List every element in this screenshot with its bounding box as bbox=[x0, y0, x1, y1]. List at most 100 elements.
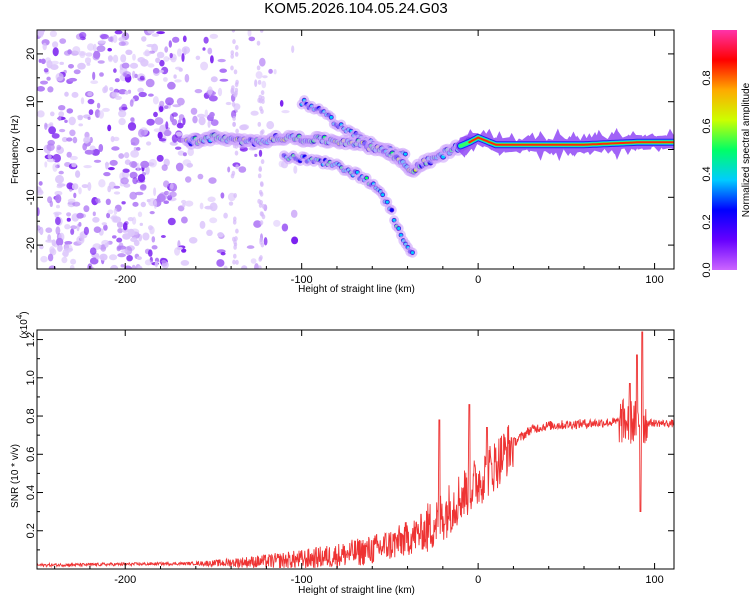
spectrogram-noise-cell bbox=[259, 57, 266, 67]
spectrogram-noise-cell bbox=[165, 97, 174, 106]
spectrogram-noise-cell bbox=[55, 72, 64, 82]
spectrogram-noise-cell bbox=[124, 159, 131, 165]
spectrogram-noise-cell bbox=[159, 69, 164, 73]
spectrogram-noise-cell bbox=[69, 264, 75, 269]
spectrogram-noise-cell bbox=[144, 259, 152, 266]
spectrogram-y-tick-label: 20 bbox=[25, 48, 37, 60]
spectrogram-noise-cell bbox=[58, 116, 62, 121]
spectrogram-noise-cell bbox=[101, 222, 108, 226]
spectrogram-noise-cell bbox=[77, 115, 83, 121]
spectrogram-noise-cell bbox=[130, 150, 140, 158]
spectrogram-noise-cell bbox=[121, 106, 128, 110]
spectrogram-noise-cell bbox=[73, 69, 81, 75]
spectrogram-noise-cell bbox=[59, 61, 64, 65]
spectrogram-noise-cell bbox=[250, 110, 259, 116]
spectrogram-noise-cell bbox=[50, 64, 59, 70]
spectrogram-noise-cell bbox=[234, 150, 239, 156]
snr-y-tick-label: 0.8 bbox=[25, 408, 37, 423]
spectrogram-noise-cell bbox=[111, 146, 120, 151]
spectrogram-peak-cell bbox=[329, 115, 333, 119]
spectrogram-noise-cell bbox=[100, 34, 109, 40]
spectrogram-noise-cell bbox=[230, 50, 235, 56]
spectrogram-noise-cell bbox=[130, 117, 135, 122]
spectrogram-noise-cell bbox=[259, 255, 263, 261]
spectrogram-noise-cell bbox=[61, 256, 68, 264]
spectrogram-noise-cell bbox=[75, 170, 81, 178]
spectrogram-noise-cell bbox=[96, 102, 101, 109]
spectrogram-noise-cell bbox=[233, 244, 237, 250]
spectrogram-noise-cell bbox=[129, 171, 138, 179]
spectrogram-noise-cell bbox=[64, 119, 68, 124]
spectrogram-noise-cell bbox=[55, 194, 62, 204]
spectrogram-noise-cell bbox=[230, 53, 234, 59]
spectrogram-noise-cell bbox=[113, 208, 118, 215]
spectrogram-noise-cell bbox=[93, 226, 102, 233]
spectrogram-noise-cell bbox=[182, 117, 186, 126]
spectrogram-noise-cell bbox=[61, 136, 68, 143]
spectrogram-noise-cell bbox=[125, 49, 133, 55]
spectrogram-noise-cell bbox=[118, 41, 126, 46]
spectrogram-noise-cell bbox=[169, 141, 178, 146]
spectrogram-noise-cell bbox=[131, 264, 136, 269]
spectrogram-noise-cell bbox=[232, 122, 236, 127]
spectrogram-noise-cell bbox=[96, 45, 106, 52]
spectrogram-noise-cell bbox=[114, 30, 123, 35]
spectrogram-noise-cell bbox=[71, 183, 79, 190]
spectrogram-noise-cell bbox=[290, 209, 298, 218]
spectrogram-noise-cell bbox=[188, 237, 198, 244]
spectrogram-noise-cell bbox=[135, 147, 141, 151]
spectrogram-noise-cell bbox=[204, 205, 213, 210]
spectrogram-noise-cell bbox=[120, 177, 129, 185]
spectrogram-noise-cell bbox=[200, 61, 209, 71]
spectrogram-noise-cell bbox=[241, 265, 248, 269]
spectrogram-noise-cell bbox=[268, 68, 273, 74]
spectrogram-peak-cell bbox=[390, 208, 394, 212]
spectrogram-noise-cell bbox=[158, 105, 164, 113]
spectrogram-peak-cell bbox=[365, 176, 369, 180]
spectrogram-noise-cell bbox=[124, 90, 129, 95]
spectrogram-noise-cell bbox=[164, 105, 169, 109]
spectrogram-noise-cell bbox=[116, 221, 123, 228]
spectrogram-noise-cell bbox=[72, 46, 81, 54]
spectrogram-noise-cell bbox=[254, 79, 258, 87]
spectrogram-noise-cell bbox=[38, 189, 43, 194]
spectrogram-noise-cell bbox=[233, 193, 237, 198]
spectrogram-noise-cell bbox=[256, 65, 261, 71]
spectrogram-noise-cell bbox=[49, 30, 58, 37]
spectrogram-noise-cell bbox=[37, 207, 40, 217]
spectrogram-noise-cell bbox=[248, 36, 256, 42]
colorbar-tick-label: 0.4 bbox=[701, 166, 713, 181]
spectrogram-noise-cell bbox=[259, 106, 263, 112]
spectrogram-noise-cell bbox=[53, 211, 62, 216]
spectrogram-noise-cell bbox=[84, 149, 94, 155]
snr-x-tick-label: 100 bbox=[645, 574, 663, 586]
spectrogram-noise-cell bbox=[146, 118, 155, 126]
spectrogram-noise-cell bbox=[112, 54, 119, 64]
spectrogram-noise-cell bbox=[77, 62, 86, 70]
spectrogram-noise-cell bbox=[70, 258, 77, 265]
spectrogram-noise-cell bbox=[281, 110, 290, 114]
spectrogram-noise-cell bbox=[117, 253, 126, 258]
spectrogram-noise-cell bbox=[123, 183, 131, 188]
spectrogram-noise-cell bbox=[175, 162, 184, 172]
snr-panel: -200 -100 0 100 0.2 0.4 0.6 0.8 1.0 1.2 Height of… bbox=[10, 311, 675, 596]
spectrogram-noise-cell bbox=[132, 201, 139, 207]
spectrogram-noise-cell bbox=[228, 201, 234, 206]
spectrogram-noise-cell bbox=[78, 123, 83, 127]
spectrogram-noise-cell bbox=[246, 245, 255, 249]
colorbar-tick-label: 0.2 bbox=[701, 214, 713, 229]
spectrogram-noise-cell bbox=[235, 259, 239, 265]
spectrogram-peak-cell bbox=[392, 218, 396, 222]
spectrogram-noise-cell bbox=[261, 129, 265, 135]
spectrogram-noise-cell bbox=[46, 158, 56, 163]
snr-scale-exponent: 4 bbox=[15, 314, 24, 319]
spectrogram-noise-cell bbox=[203, 36, 209, 44]
spectrogram-noise-cell bbox=[110, 136, 115, 143]
spectrogram-noise-cell bbox=[139, 75, 145, 81]
spectrogram-noise-cell bbox=[208, 95, 218, 102]
spectrogram-noise-cell bbox=[257, 121, 262, 127]
spectrogram-noise-cell bbox=[63, 50, 72, 56]
spectrogram-noise-cell bbox=[99, 72, 104, 77]
